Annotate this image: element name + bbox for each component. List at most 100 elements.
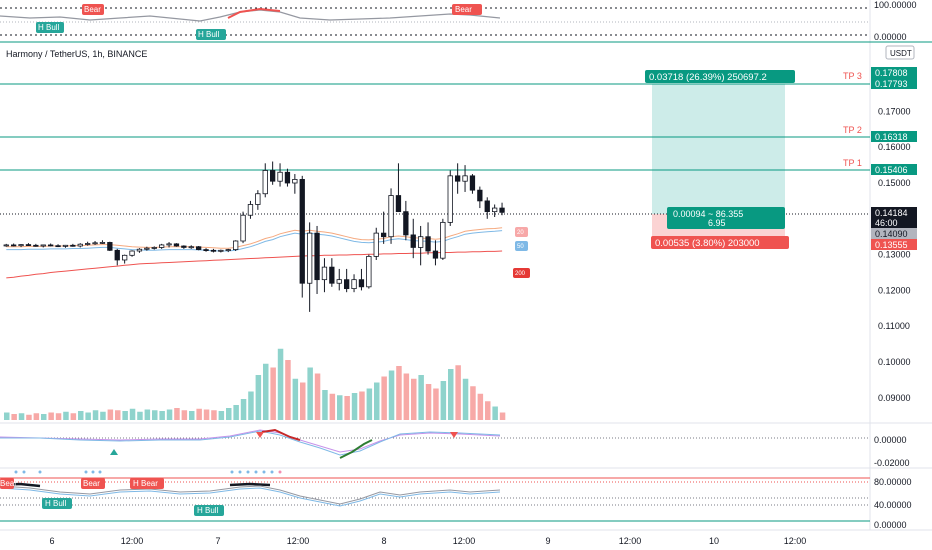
candle-body[interactable] [343,279,350,290]
candle-body[interactable] [284,171,291,184]
price-axis[interactable]: 0.17000 0.16000 0.15000 0.13000 0.12000 0.110… [878,106,911,402]
time-axis-label: 9 [545,536,550,546]
rsi-signal-hbull-2[interactable] [194,505,224,516]
rsi-signal-bear-1[interactable] [0,478,14,489]
candle-body[interactable] [469,175,476,191]
ma50-badge[interactable] [515,241,528,251]
candle-body[interactable] [25,244,32,246]
candle-body[interactable] [388,195,394,238]
rsi-panel[interactable]: 80.00000 40.00000 0.00000 Bear Bear H Be… [0,467,932,530]
candle-body[interactable] [3,244,9,247]
candle-body[interactable] [48,244,54,247]
candle-body[interactable] [232,240,239,250]
candle-body[interactable] [395,195,402,213]
osc-sell-marker-icon-2 [450,432,458,438]
candle-body[interactable] [410,234,416,248]
candle-body[interactable] [269,170,276,182]
candlesticks[interactable] [3,161,505,312]
candle-body[interactable] [477,189,483,202]
candle-body[interactable] [203,249,209,251]
candle-body[interactable] [136,248,143,252]
candle-body[interactable] [292,179,298,184]
volume-bar [129,408,136,420]
candle-body[interactable] [18,244,24,247]
candle-body[interactable] [225,249,231,251]
candle-body[interactable] [122,254,128,261]
candle-body[interactable] [62,244,69,247]
currency-button[interactable] [885,45,915,60]
rsi-signal-hbull-1[interactable] [42,498,72,509]
currency-label: USDT [890,49,912,58]
candle-body[interactable] [255,193,261,205]
candle-body[interactable] [92,242,98,245]
candle-body[interactable] [55,245,61,248]
candle-body[interactable] [462,175,468,182]
entry-info-box[interactable] [667,207,785,229]
candle-body[interactable] [195,246,202,250]
top-signal-bear-2[interactable] [452,4,482,15]
candle-body[interactable] [403,211,409,236]
candle-body[interactable] [351,279,357,290]
candle-body[interactable] [99,242,106,244]
candle-body[interactable] [40,244,46,247]
candle-body[interactable] [262,170,268,195]
oscillator-panel[interactable]: 0.00000 -0.02000 [0,422,932,468]
top-signal-bear-1[interactable] [82,4,104,15]
candle-body[interactable] [447,175,453,223]
rsi-line-2 [0,487,501,507]
candle-body[interactable] [336,279,342,284]
candle-body[interactable] [321,266,328,281]
candle-body[interactable] [247,204,254,216]
candle-body[interactable] [158,244,165,248]
candle-body[interactable] [218,249,224,252]
candle-body[interactable] [210,249,217,252]
ma200-badge[interactable] [513,268,530,278]
candle-body[interactable] [366,255,372,288]
candle-body[interactable] [491,207,498,213]
time-axis[interactable]: 6 12:00 7 12:00 8 12:00 9 12:00 10 12:00 [0,529,932,546]
volume-bar [92,410,99,420]
candle-body[interactable] [277,171,283,182]
candle-body[interactable] [70,244,76,247]
candle-body[interactable] [151,247,157,249]
candle-body[interactable] [499,207,505,213]
stop-info-box[interactable] [651,236,789,249]
time-axis-label: 12:00 [784,536,807,546]
candle-body[interactable] [314,232,320,281]
target-zone[interactable] [652,84,785,214]
candle-body[interactable] [358,279,365,288]
candle-body[interactable] [114,249,120,261]
candle-body[interactable] [432,250,439,259]
top-signal-hbull-1[interactable] [36,22,64,33]
top-signal-hbull-2[interactable] [196,29,226,40]
top-indicator-panel[interactable]: 100.00000 0.00000 Bear Bear H Bull H Bul… [0,0,932,43]
candle-body[interactable] [425,236,431,252]
candle-body[interactable] [329,266,335,284]
candle-body[interactable] [380,232,387,238]
candle-body[interactable] [129,250,135,256]
candle-body[interactable] [484,200,490,213]
candle-body[interactable] [240,214,246,242]
candle-body[interactable] [181,245,187,248]
candle-body[interactable] [166,243,172,246]
candle-body[interactable] [85,243,91,245]
candle-body[interactable] [107,242,113,251]
candle-body[interactable] [373,232,379,257]
candle-body[interactable] [10,244,17,247]
candle-body[interactable] [299,179,305,284]
candle-body[interactable] [77,243,83,247]
candle-body[interactable] [173,243,180,247]
rsi-signal-bear-2[interactable] [81,478,105,489]
candle-body[interactable] [33,244,39,247]
candle-body[interactable] [454,175,461,182]
main-price-panel[interactable]: Harmony / TetherUS, 1h, BINANCE USDT TP … [0,45,917,420]
ma20-badge[interactable] [515,227,528,237]
rsi-signal-hbear[interactable] [130,478,164,489]
target-info-box[interactable] [645,70,795,83]
candle-body[interactable] [440,221,446,259]
candle-body[interactable] [188,246,194,249]
candle-body[interactable] [144,247,150,250]
candle-body[interactable] [306,232,313,284]
candle-body[interactable] [417,236,424,248]
